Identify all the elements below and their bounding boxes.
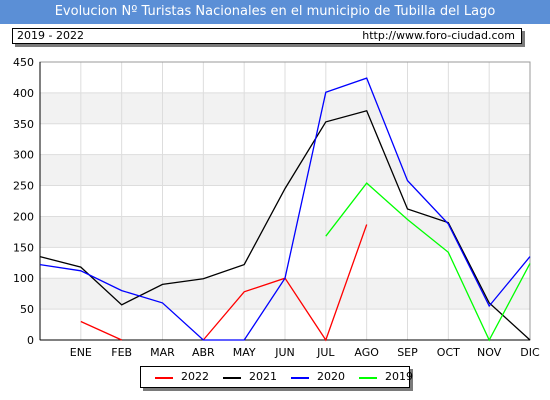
source-url[interactable]: http://www.foro-ciudad.com <box>362 29 515 42</box>
chart-title: Evolucion Nº Turistas Nacionales en el m… <box>54 4 496 19</box>
x-tick-label: JUN <box>274 346 295 359</box>
legend-label: 2022 <box>181 370 209 383</box>
y-tick-label: 300 <box>13 149 34 162</box>
x-tick-label: FEB <box>111 346 132 359</box>
y-tick-label: 100 <box>13 272 34 285</box>
y-tick-label: 350 <box>13 118 34 131</box>
legend-swatch <box>223 377 241 379</box>
legend-label: 2020 <box>317 370 345 383</box>
legend-swatch <box>155 377 173 379</box>
x-tick-label: ENE <box>70 346 92 359</box>
legend-swatch <box>359 377 377 379</box>
y-tick-label: 250 <box>13 180 34 193</box>
y-tick-label: 0 <box>27 334 34 347</box>
y-tick-label: 50 <box>20 303 34 316</box>
y-tick-label: 450 <box>13 56 34 69</box>
legend: 2022 2021 2020 2019 <box>140 366 413 388</box>
x-tick-label: MAY <box>233 346 256 359</box>
legend-label: 2019 <box>385 370 413 383</box>
x-tick-label: ABR <box>192 346 215 359</box>
x-tick-label: NOV <box>477 346 502 359</box>
period-label: 2019 - 2022 <box>17 29 84 42</box>
series-line-2020 <box>39 77 531 341</box>
series-line-2019 <box>325 182 531 342</box>
y-tick-label: 150 <box>13 241 34 254</box>
line-chart: 0 50 100 150 200 250 300 350 400 450 ENE FEB MAR ABR M… <box>13 56 540 359</box>
x-tick-label: AGO <box>354 346 379 359</box>
series-line-2021 <box>39 110 531 341</box>
legend-label: 2021 <box>249 370 277 383</box>
y-tick-label: 400 <box>13 87 34 100</box>
info-box: 2019 - 2022 http://www.foro-ciudad.com <box>12 28 522 44</box>
x-tick-label: OCT <box>437 346 460 359</box>
legend-swatch <box>291 377 309 379</box>
x-tick-label: MAR <box>150 346 175 359</box>
y-tick-label: 200 <box>13 210 34 223</box>
x-tick-label: JUL <box>316 346 335 359</box>
title-bar: Evolucion Nº Turistas Nacionales en el m… <box>0 0 550 24</box>
x-tick-label: SEP <box>397 346 418 359</box>
series-line-2022 <box>80 320 122 341</box>
x-tick-label: DIC <box>520 346 540 359</box>
